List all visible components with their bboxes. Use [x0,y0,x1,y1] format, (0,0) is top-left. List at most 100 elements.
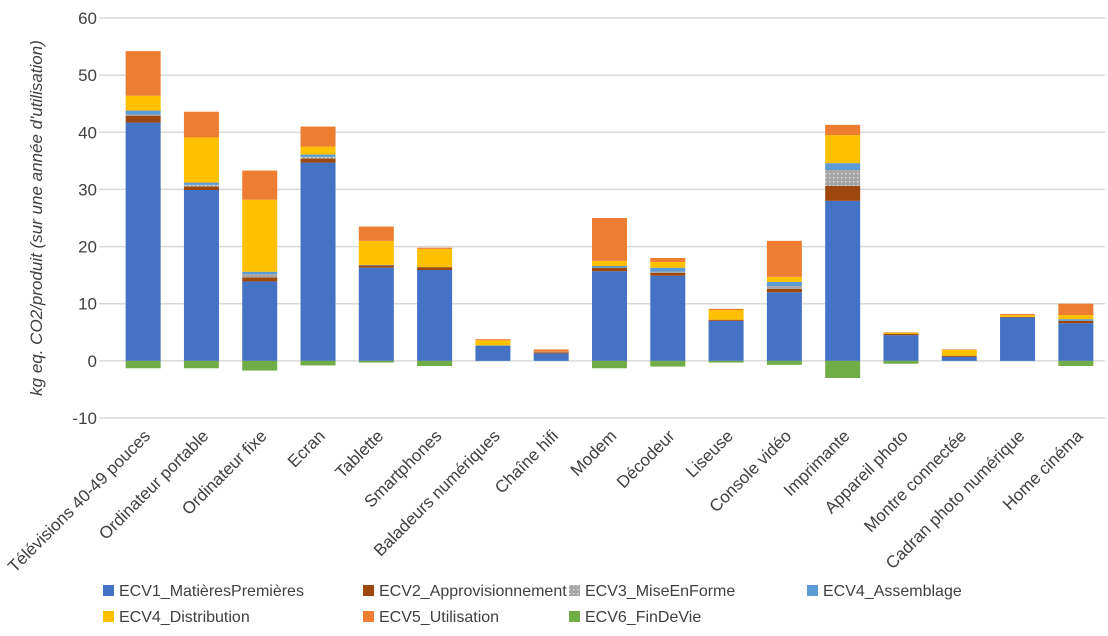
bar-segment-ecv6-findevie [358,360,394,363]
bar-segment-ecv3-miseenforme [183,184,219,187]
legend-item: ECV5_Utilisation [363,609,499,626]
bar-segment-ecv1-mati-respremi-res [883,335,919,361]
bar-segment-ecv4-distribution [592,260,627,266]
bar-segment-ecv1-mati-respremi-res [650,275,686,361]
bar-segment-ecv2-approvisionnement [125,115,161,123]
y-tick-label: 20 [78,238,97,257]
legend-item: ECV2_Approvisionnement [363,583,567,600]
bar-segment-ecv1-mati-respremi-res [242,281,278,361]
bar-segment-ecv2-approvisionnement [242,277,278,282]
legend-label: ECV5_Utilisation [379,609,499,626]
bar-segment-ecv2-approvisionnement [766,288,802,293]
bar-segment-ecv6-findevie [766,360,802,365]
bar-segment-ecv3-miseenforme [650,271,686,273]
bar-segment-ecv4-distribution [825,135,861,164]
bar-segment-ecv4-distribution [300,146,336,155]
bar-segment-ecv6-findevie [125,360,161,369]
bar-segment-ecv5-utilisation [883,332,919,333]
bar-segment-ecv6-findevie [708,360,744,363]
bar-segment-ecv3-miseenforme [766,286,802,289]
bar-segment-ecv1-mati-respremi-res [941,356,977,361]
bar-segment-ecv2-approvisionnement [650,272,686,276]
bar-segment-ecv4-assemblage [183,182,219,185]
bar-segment-ecv5-utilisation [300,126,336,147]
bar-segment-ecv2-approvisionnement [592,267,627,272]
y-tick-label: 50 [78,66,97,85]
bar-segment-ecv2-approvisionnement [533,352,569,354]
bar-segment-ecv3-miseenforme [533,351,569,353]
bar-segment-ecv6-findevie [650,360,686,367]
y-tick-label: 30 [78,180,97,199]
bar-segment-ecv4-assemblage [650,267,686,272]
bar-segment-ecv1-mati-respremi-res [533,353,569,361]
bar-segment-ecv3-miseenforme [242,274,278,278]
bar-segment-ecv4-assemblage [1058,319,1094,321]
bar-segment-ecv4-distribution [358,240,394,265]
legend-swatch [569,585,580,596]
y-tick-label: -10 [72,409,97,428]
bar-segment-ecv3-miseenforme [125,114,161,116]
bar-segment-ecv5-utilisation [941,349,977,350]
legend-label: ECV2_Approvisionnement [379,583,567,600]
bar-segment-ecv6-findevie [242,360,278,371]
bar-segment-ecv4-distribution [883,332,919,334]
x-tick-label: Montre connectée [860,426,970,536]
bar-segment-ecv6-findevie [183,360,219,369]
bar-segment-ecv5-utilisation [592,218,627,261]
bar-segment-ecv4-distribution [650,262,686,268]
bar-segment-ecv6-findevie [300,360,336,366]
bar-segment-ecv4-distribution [242,199,278,272]
bar-segment-ecv4-assemblage [766,282,802,286]
legend-item: ECV3_MiseEnForme [569,583,735,600]
x-tick-label: Ecran [284,426,329,471]
bar-segment-ecv1-mati-respremi-res [1000,317,1036,361]
bar-segment-ecv4-distribution [183,137,219,183]
bar-segment-ecv4-assemblage [825,163,861,170]
legend-swatch [363,585,374,596]
bar-segment-ecv6-findevie [417,360,453,366]
bar-segment-ecv4-distribution [125,95,161,111]
bar-segment-ecv1-mati-respremi-res [358,267,394,361]
bar-segment-ecv5-utilisation [475,339,511,341]
bar-segment-ecv1-mati-respremi-res [417,270,453,361]
bar-segment-ecv4-distribution [766,276,802,282]
bar-segment-ecv4-distribution [417,248,453,268]
bar-segment-ecv2-approvisionnement [883,334,919,336]
bar-segment-ecv6-findevie [825,360,861,378]
bar-segment-ecv4-assemblage [475,345,511,346]
bar-segment-ecv6-findevie [592,360,627,369]
legend-item: ECV1_MatièresPremières [103,583,304,600]
y-tick-label: 40 [78,123,97,142]
bar-segment-ecv1-mati-respremi-res [125,122,161,361]
bar-segment-ecv1-mati-respremi-res [825,200,861,361]
bar-segment-ecv2-approvisionnement [708,319,744,321]
bar-segment-ecv4-distribution [708,310,744,320]
bar-segment-ecv2-approvisionnement [417,267,453,270]
bar-segment-ecv1-mati-respremi-res [708,320,744,361]
bar-segment-ecv3-miseenforme [825,170,861,186]
bar-segment-ecv5-utilisation [417,247,453,249]
bar-segment-ecv4-assemblage [125,110,161,115]
legend-swatch [569,611,580,622]
x-tick-label: Tablette [332,426,388,482]
bar-segment-ecv5-utilisation [358,226,394,241]
bar-segment-ecv1-mati-respremi-res [766,292,802,361]
bar-segment-ecv5-utilisation [533,349,569,352]
bar-segment-ecv1-mati-respremi-res [300,162,336,361]
bar-segment-ecv5-utilisation [766,240,802,277]
bar-segment-ecv5-utilisation [125,51,161,96]
x-tick-label: Liseuse [682,426,737,481]
legend-label: ECV3_MiseEnForme [585,583,735,600]
bar-segment-ecv5-utilisation [1000,314,1036,316]
bar-segment-ecv4-assemblage [358,264,394,266]
bar-segment-ecv1-mati-respremi-res [592,271,627,361]
legend-item: ECV4_Assemblage [807,583,962,600]
legend-label: ECV4_Distribution [119,609,250,626]
bar-segment-ecv2-approvisionnement [825,186,861,201]
x-tick-label: Chaîne hifi [491,426,562,497]
legend-item: ECV6_FinDeVie [569,609,701,626]
bar-segment-ecv4-distribution [1058,315,1094,320]
bar-segment-ecv6-findevie [883,360,919,364]
